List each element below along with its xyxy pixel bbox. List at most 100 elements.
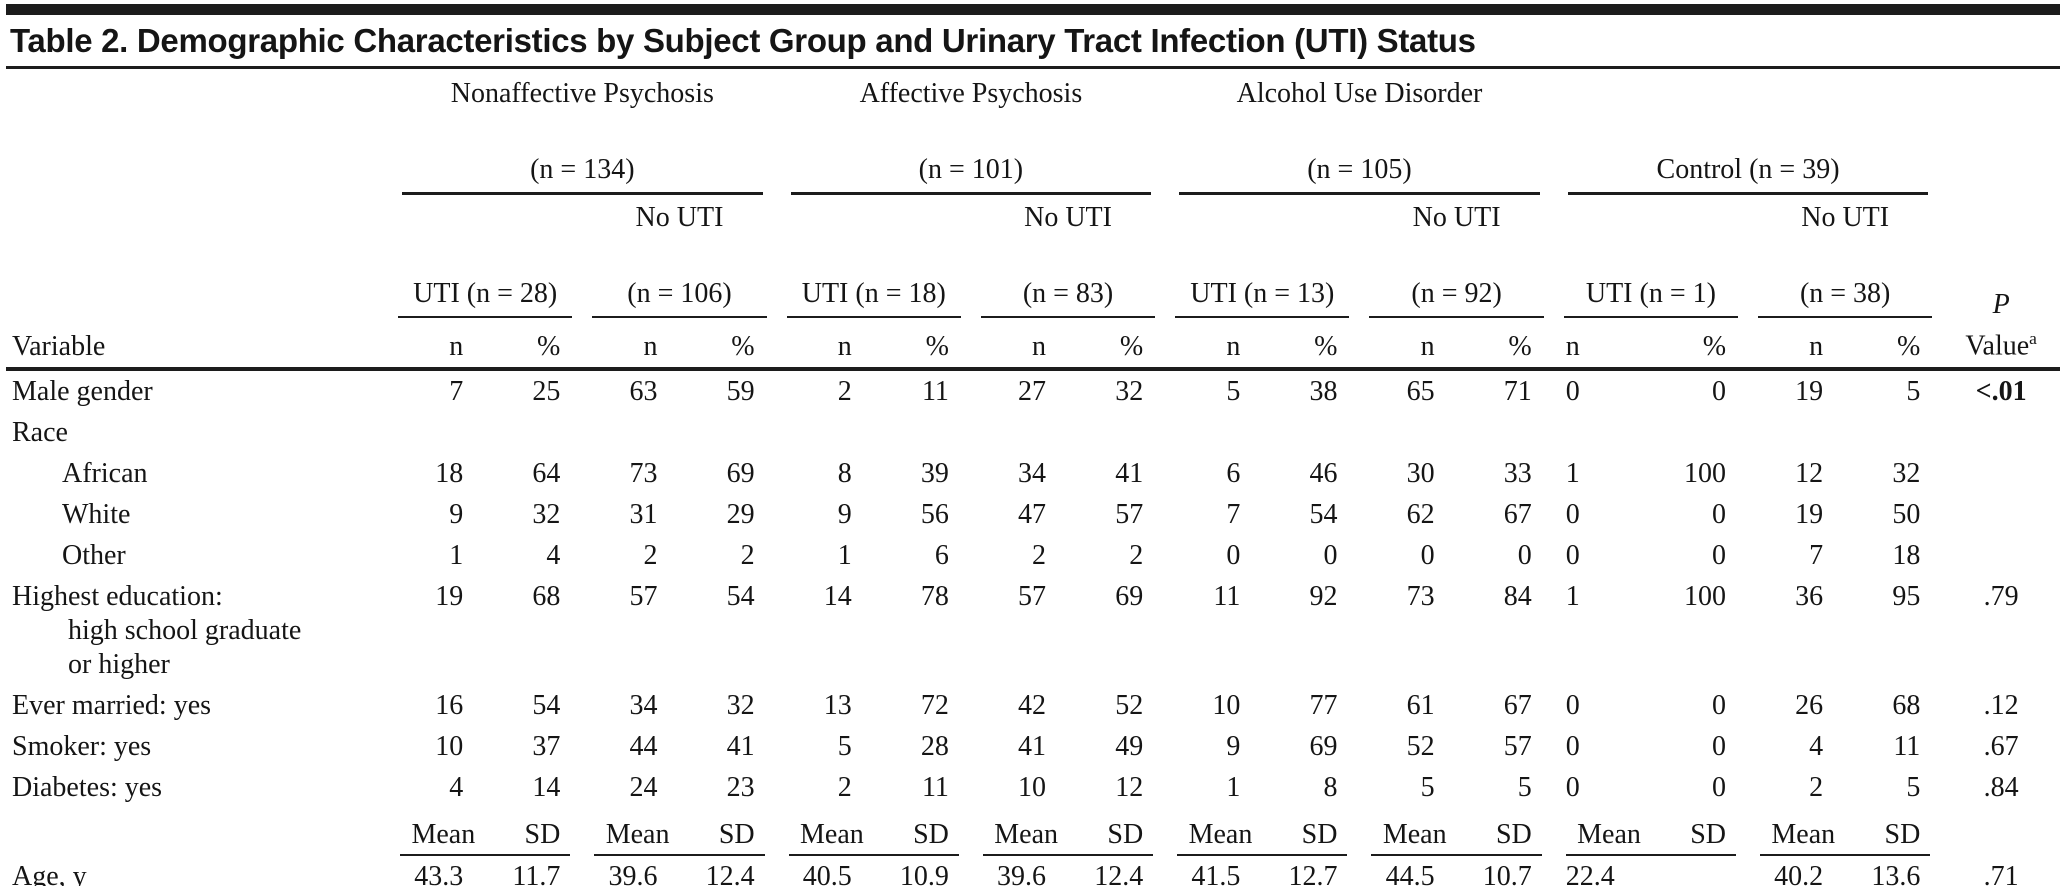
header-line: Diabetes: yes [12,772,163,803]
header-line: Smoker: yes [12,731,152,762]
table-cell: 13.6 [1871,861,1921,886]
sd-header: SD [524,819,561,850]
table-cell: 2 [1129,540,1144,571]
table-cell: 10 [1212,690,1241,721]
table-cell: 19 [1795,376,1824,407]
table-cell: 0 [1712,540,1727,571]
table-cell: 9 [837,499,852,530]
table-cell: 78 [920,581,949,612]
mean-sd-pair: Mean SD [777,808,971,856]
column-header-n: n [776,318,874,371]
table-cell: 4 [546,540,561,571]
table-cell: 14 [823,581,852,612]
table-cell [679,412,776,453]
mean-sd-rule: Mean SD [594,818,765,856]
table-cell [1554,412,1651,453]
header-line: African [62,458,148,489]
mean-header: Mean [1188,819,1253,850]
table-cell: 2 [837,772,852,803]
p-value-superscript: a [2029,328,2037,348]
table-cell: 54 [532,690,561,721]
column-header-n: n [1748,318,1846,371]
table-cell [1068,412,1165,453]
header-line: Other [62,540,126,571]
column-header-n: n [1165,318,1263,371]
table-cell: 2 [643,540,658,571]
table-row: Male gender 7 25 63 59 2 11 27 32 5 38 65 71 0 0 19 5 <.0… [6,369,2060,412]
variable-header: Variable [6,318,389,371]
table-cell: 1 [1565,581,1580,612]
table-cell: 49 [1115,731,1144,762]
sd-header: SD [1495,819,1532,850]
table-cell: 4 [449,772,464,803]
table-cell: 92 [1309,581,1338,612]
variable-column-spacer [6,808,388,856]
table-cell: 11 [921,376,949,407]
table-cell: 0 [1565,731,1580,762]
table-cell: 34 [629,690,658,721]
column-header-n: n [1359,318,1457,371]
p-value-cell: .71 [1983,861,2019,886]
uti-subheader-rule: UTI (n = 28) [398,231,573,318]
header-line: Control (n = 39) [1656,154,1840,185]
table-row: White 9 32 31 29 9 56 47 57 7 54 62 67 0 0 19 50 [6,494,2060,535]
table-cell: 100 [1684,458,1727,489]
table-cell: 1 [1226,772,1241,803]
sd-header: SD [1884,819,1921,850]
p-value-cell: .79 [1983,581,2019,612]
uti-subheader-rule: UTI (n = 18) [786,231,961,318]
table-cell: 67 [1503,499,1532,530]
variable-column-spacer [6,195,388,318]
table-cell: 68 [1892,690,1921,721]
table-row: Highest education: high school graduate or… [6,576,2060,685]
table-cell: 33 [1503,458,1532,489]
p-value-header-line: Value [1965,330,2030,361]
column-header-n: n [582,318,680,371]
header-line: high school graduate [68,615,302,646]
table-cell: 0 [1712,731,1727,762]
header-line: No UTI [635,202,724,233]
table-cell [388,412,485,453]
table-cell: 5 [1906,376,1921,407]
sd-header: SD [1690,819,1727,850]
table-cell: 95 [1892,581,1921,612]
mean-sd-pair: Mean SD [971,808,1165,856]
table-cell: 54 [1309,499,1338,530]
group-header-row: Nonaffective Psychosis (n = 134) Affective… [6,69,2060,195]
header-line: UTI (n = 13) [1190,278,1335,309]
mean-sd-rule: Mean SD [1760,818,1931,856]
table-cell: 0 [1565,772,1580,803]
table-cell [874,412,971,453]
uti-subheader-rule: UTI (n = 13) [1175,231,1350,318]
table-cell: 10 [435,731,464,762]
table-cell: 19 [1795,499,1824,530]
no-uti-subheader: No UTI (n = 92) [1359,195,1553,318]
header-line: (n = 83) [1022,278,1114,309]
table-cell: 5 [1226,376,1241,407]
table-cell: 36 [1795,581,1824,612]
table-cell: 16 [435,690,464,721]
top-rule [6,4,2060,15]
header-line: No UTI [1801,202,1890,233]
table-cell: 5 [1517,772,1532,803]
header-line: No UTI [1412,202,1501,233]
header-line: Age, y [12,861,87,886]
header-line: (n = 38) [1799,278,1891,309]
mean-header: Mean [605,819,670,850]
header-line: or higher [68,649,170,680]
header-line: Male gender [12,376,153,407]
table-cell [1165,412,1262,453]
table-cell: 0 [1420,540,1435,571]
p-value-cell: <.01 [1975,376,2027,407]
no-uti-subheader-rule: No UTI (n = 106) [592,199,767,318]
table-cell [582,412,679,453]
row-label: Ever married: yes [6,685,388,726]
p-value-cell: .84 [1983,772,2019,803]
table-cell: 32 [532,499,561,530]
group-header: Control (n = 39) [1554,69,1943,195]
table-cell [485,412,582,453]
no-uti-subheader-rule: No UTI (n = 38) [1758,199,1933,318]
table-body: Male gender 7 25 63 59 2 11 27 32 5 38 65 71 0 0 19 5 <.0… [6,369,2060,886]
header-line: Race [12,417,68,448]
header-line: UTI (n = 28) [413,278,558,309]
